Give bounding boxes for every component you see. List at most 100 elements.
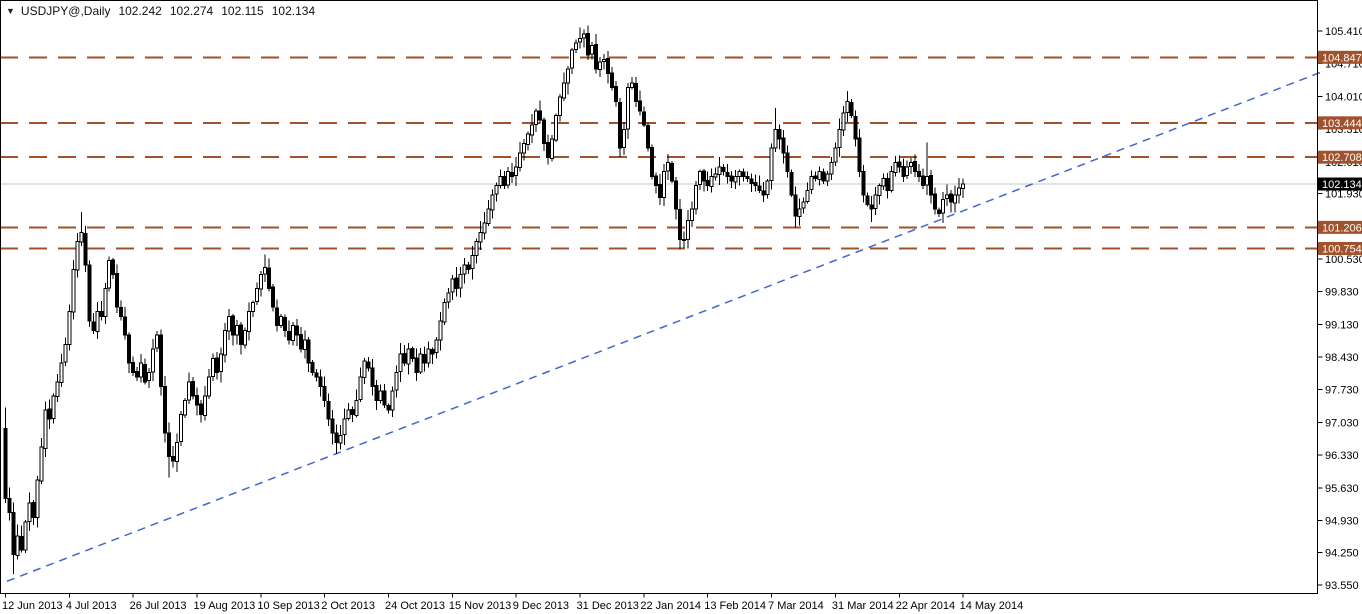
level-price-badge-text: 102.708 [1322, 152, 1362, 164]
candle-bullish [67, 311, 72, 346]
plot-frame [0, 0, 1318, 594]
candle-bullish [526, 133, 531, 146]
candle-bearish [326, 400, 331, 420]
candle-bullish [39, 446, 44, 482]
candle-bearish [789, 172, 794, 196]
candle-bearish [649, 147, 654, 177]
candle-bearish [282, 317, 287, 331]
candle-bearish [294, 325, 299, 336]
candle-bearish [374, 384, 379, 401]
candle-bullish [15, 535, 20, 557]
candle-bullish [681, 238, 686, 241]
candle-bearish [729, 175, 734, 182]
date-tick-label: 7 Mar 2014 [768, 600, 824, 612]
candle-bullish [51, 395, 56, 420]
candle-bearish [306, 339, 311, 364]
candle-bullish [398, 353, 403, 372]
candle-bullish [490, 194, 495, 211]
candle-bullish [522, 143, 527, 154]
candle-bullish [598, 61, 603, 71]
candle-bearish [199, 403, 204, 415]
candle-bearish [422, 353, 427, 364]
candle-bullish [825, 173, 830, 182]
candle-bullish [478, 231, 483, 243]
date-tick-label: 26 Jul 2013 [130, 600, 187, 612]
candle-bearish [334, 432, 339, 444]
candle-bearish [167, 432, 172, 458]
candle-bullish [665, 161, 670, 172]
candle-bullish [494, 185, 499, 195]
quote-close: 102.134 [271, 4, 316, 18]
candle-bearish [586, 32, 591, 56]
candle-bullish [446, 292, 451, 303]
candle-bearish [653, 175, 658, 187]
candle-bearish [605, 58, 610, 75]
candle-bullish [873, 194, 878, 209]
level-price-badge-text: 100.754 [1322, 243, 1362, 255]
candle-bearish [777, 129, 782, 140]
candle-bullish [518, 152, 523, 169]
candle-bearish [594, 43, 599, 70]
candle-bullish [514, 166, 519, 176]
trendline[interactable] [6, 71, 1321, 582]
candle-bearish [745, 175, 750, 180]
candle-bullish [250, 301, 255, 313]
candle-bearish [510, 172, 515, 177]
price-tick-label: 100.530 [1325, 254, 1362, 266]
candle-bullish [302, 339, 307, 351]
candle-bullish [574, 42, 579, 50]
candle-bullish [925, 175, 930, 186]
candle-bullish [390, 390, 395, 411]
date-tick-label: 31 Dec 2013 [577, 600, 639, 612]
candle-bearish [613, 86, 618, 103]
candle-bearish [366, 361, 371, 369]
date-tick-label: 12 Jun 2013 [2, 600, 63, 612]
candle-bullish [63, 343, 68, 363]
candle-bearish [673, 180, 678, 210]
candle-bearish [322, 385, 327, 401]
symbol-timeframe-label: USDJPY@,Daily [20, 4, 111, 18]
candle-bearish [637, 100, 642, 112]
candle-bullish [534, 110, 539, 125]
candle-bullish [258, 273, 263, 290]
candle-bearish [542, 119, 547, 145]
candle-bearish [163, 385, 168, 434]
candle-bearish [757, 185, 762, 191]
candle-bullish [27, 502, 32, 523]
candle-bullish [43, 409, 48, 449]
candle-bullish [550, 138, 555, 159]
candle-bearish [753, 181, 758, 187]
candle-bullish [222, 329, 227, 356]
candle-bearish [869, 204, 874, 210]
candle-bullish [530, 124, 535, 136]
date-tick-label: 2 Oct 2013 [321, 600, 375, 612]
candle-bullish [175, 442, 180, 463]
chart-title-bar: ▼ USDJPY@,Daily 102.242 102.274 102.115 … [6, 4, 315, 18]
candle-bullish [506, 171, 511, 186]
candle-bullish [805, 189, 810, 203]
price-tick-label: 105.410 [1325, 26, 1362, 38]
candle-bearish [238, 324, 243, 345]
candle-bearish [721, 166, 726, 173]
candle-bullish [877, 185, 882, 197]
date-tick-label: 24 Oct 2013 [385, 600, 445, 612]
candle-bearish [937, 209, 942, 215]
date-tick-label: 10 Sep 2013 [257, 600, 319, 612]
price-tick-label: 97.030 [1325, 417, 1359, 429]
price-tick-label: 94.930 [1325, 516, 1359, 528]
candle-bearish [705, 179, 710, 187]
date-tick-label: 15 Nov 2013 [449, 600, 511, 612]
symbol-dropdown-icon[interactable]: ▼ [6, 6, 15, 16]
candle-bullish [358, 376, 363, 401]
candle-bullish [458, 273, 463, 289]
candle-bullish [210, 357, 215, 377]
candle-bearish [11, 512, 16, 556]
candle-bearish [19, 536, 24, 551]
candle-bearish [135, 371, 140, 378]
candle-bearish [414, 357, 419, 373]
candle-bullish [621, 129, 626, 148]
candle-bullish [338, 435, 343, 444]
date-tick-label: 22 Jan 2014 [640, 600, 701, 612]
